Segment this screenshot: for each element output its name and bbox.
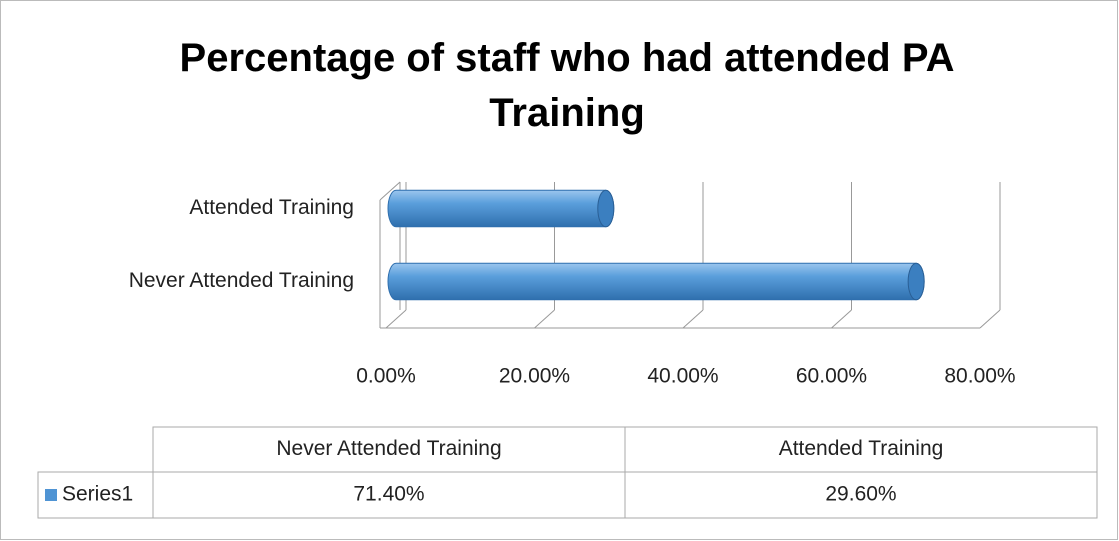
table-value: 29.60% xyxy=(825,483,896,506)
title-line: Training xyxy=(489,91,645,135)
table-category: Attended Training xyxy=(779,437,944,460)
grid-line xyxy=(979,309,1001,329)
x-tick-label: 40.00% xyxy=(647,365,718,388)
bar xyxy=(387,262,925,301)
bar-cap xyxy=(907,262,925,301)
grid-line xyxy=(534,309,555,329)
y-tick-label: Attended Training xyxy=(189,196,354,219)
x-tick-label: 80.00% xyxy=(944,365,1015,388)
wall-edge xyxy=(379,181,401,201)
x-tick-label: 60.00% xyxy=(796,365,867,388)
table-row xyxy=(37,471,1098,519)
legend-swatch xyxy=(45,489,57,501)
table-value: 71.40% xyxy=(353,483,424,506)
bar xyxy=(387,189,615,228)
grid-line xyxy=(831,309,852,329)
grid-line xyxy=(385,309,407,329)
chart-title: Percentage of staff who had attended PA xyxy=(180,36,955,80)
title-line: Percentage of staff who had attended PA xyxy=(180,36,955,80)
chart-title: Training xyxy=(489,91,645,135)
grid-line xyxy=(682,309,704,329)
bar-cap xyxy=(597,189,615,228)
y-tick-label: Never Attended Training xyxy=(129,269,354,292)
x-tick-label: 20.00% xyxy=(499,365,570,388)
table-category: Never Attended Training xyxy=(276,437,501,460)
legend-label: Series1 xyxy=(62,483,133,506)
x-tick-label: 0.00% xyxy=(356,365,416,388)
